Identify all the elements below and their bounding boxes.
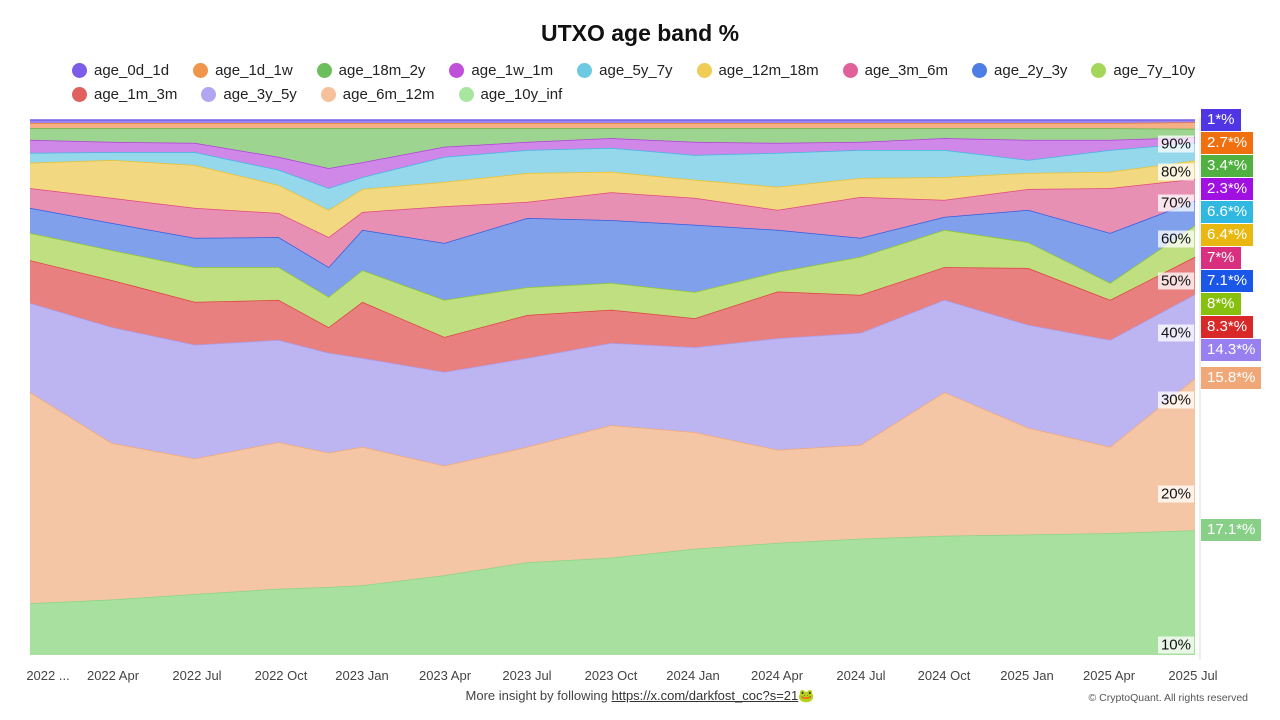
legend: age_0d_1d age_1d_1w age_18m_2y age_1w_1m age… [72,60,1232,104]
y-tick-label: 90% [1157,135,1194,153]
badge-age_6m_12m: 15.8*% [1201,367,1262,390]
legend-item-age_3m_6m[interactable]: age_3m_6m [842,60,949,80]
legend-dot-icon [201,86,217,102]
area-age_3y_5y [30,294,1195,466]
legend-dot-icon [449,62,465,78]
legend-dot-icon [696,62,712,78]
legend-label: age_3m_6m [864,61,949,79]
line-age_18m_2y [30,127,1196,130]
x-tick-label: 2024 Jan [666,668,720,683]
x-tick-label: 2024 Jul [836,668,886,683]
legend-label: age_3y_5y [223,85,297,103]
footer-link[interactable]: https://x.com/darkfost_coc?s=21 [611,688,799,703]
area-age_7y_10y [30,225,1195,337]
badge-age_3m_6m: 7*% [1201,247,1241,269]
y-tick-label: 20% [1157,485,1194,503]
y-tick-label: 50% [1157,272,1194,290]
x-tick-label: 2023 Oct [584,668,638,683]
legend-item-age_18m_2y[interactable]: age_18m_2y [316,60,426,80]
footer: More insight by following https://x.com/… [0,688,1280,704]
area-age_12m_18m [30,160,1195,238]
x-tick-label: 2022 ... [26,668,70,683]
legend-label: age_0d_1d [94,61,170,79]
area-age_10y_inf [30,530,1195,655]
legend-dot-icon [320,86,336,102]
legend-item-age_6m_12m[interactable]: age_6m_12m [320,84,435,104]
legend-item-age_10y_inf[interactable]: age_10y_inf [458,84,563,104]
legend-label: age_1w_1m [471,61,554,79]
legend-dot-icon [577,62,593,78]
area-age_6m_12m [30,378,1195,604]
legend-dot-icon [1091,62,1107,78]
badge-age_5y_7y: 6.6*% [1201,201,1254,223]
x-tick-label: 2023 Jul [502,668,552,683]
badge-age_3y_5y: 14.3*% [1201,339,1262,361]
badge-age_10y_inf: 17.1*% [1201,519,1262,542]
legend-label: age_6m_12m [342,85,435,103]
badge-age_2y_3y: 7.1*% [1201,270,1254,292]
legend-item-age_3y_5y[interactable]: age_3y_5y [201,84,297,104]
x-tick-label: 2022 Oct [254,668,308,683]
y-tick-label: 30% [1157,391,1194,409]
x-tick-label: 2022 Apr [86,668,140,683]
badge-age_1m_3m: 8.3*% [1201,316,1254,338]
legend-dot-icon [842,62,858,78]
area-age_5y_7y [30,142,1195,210]
chart-title: UTXO age band % [540,20,740,46]
x-tick-label: 2023 Jan [335,668,389,683]
badge-age_1w_1m: 2.3*% [1201,178,1254,200]
legend-item-age_1d_1w[interactable]: age_1d_1w [193,60,293,80]
x-tick-label: 2023 Apr [418,668,472,683]
legend-item-age_12m_18m[interactable]: age_12m_18m [696,60,819,80]
y-tick-label: 40% [1157,324,1194,342]
y-tick-label: 70% [1157,194,1194,212]
badge-age_18m_2y: 3.4*% [1201,155,1254,177]
legend-label: age_5y_7y [599,61,673,79]
x-tick-label: 2025 Jul [1168,668,1218,683]
legend-item-age_1w_1m[interactable]: age_1w_1m [449,60,553,80]
x-tick-label: 2024 Apr [750,668,804,683]
area-age_1w_1m [30,137,1195,189]
legend-label: age_1m_3m [94,85,178,103]
legend-dot-icon [72,86,87,102]
legend-label: age_2y_3y [994,61,1068,79]
y-tick-label: 60% [1157,230,1194,248]
x-tick-label: 2024 Oct [917,668,971,683]
area-age_1m_3m [30,256,1195,372]
x-tick-label: 2022 Jul [172,668,222,683]
frog-emoji-icon: 🐸 [798,688,815,703]
copyright: © CryptoQuant. All rights reserved [1088,692,1248,704]
legend-item-age_2y_3y[interactable]: age_2y_3y [972,60,1067,80]
legend-dot-icon [316,62,332,78]
area-age_1d_1w [30,122,1195,129]
y-tick-label: 10% [1157,636,1194,654]
badge-age_12m_18m: 6.4*% [1201,224,1254,246]
legend-dot-icon [458,86,474,102]
legend-item-age_1m_3m[interactable]: age_1m_3m [72,84,177,104]
legend-label: age_10y_inf [480,85,563,103]
y-tick-label: 80% [1157,163,1194,181]
area-age_2y_3y [30,200,1195,300]
x-tick-label: 2025 Jan [1000,668,1054,683]
legend-item-age_5y_7y[interactable]: age_5y_7y [577,60,673,80]
legend-label: age_1d_1w [215,61,293,79]
legend-item-age_0d_1d[interactable]: age_0d_1d [72,60,169,80]
legend-dot-icon [972,62,988,78]
area-age_3m_6m [30,178,1195,268]
badge-age_7y_10y: 8*% [1201,293,1241,315]
legend-label: age_7y_10y [1113,61,1196,79]
x-tick-label: 2025 Apr [1082,668,1136,683]
badge-age_1d_1w: 2.7*% [1201,132,1254,154]
legend-label: age_18m_2y [338,61,426,79]
badge-age_0d_1d: 1*% [1201,109,1241,131]
legend-label: age_12m_18m [718,61,819,79]
legend-item-age_7y_10y[interactable]: age_7y_10y [1091,60,1195,80]
footer-text: More insight by following [465,688,612,703]
legend-dot-icon [193,62,209,78]
area-age_18m_2y [30,128,1195,169]
legend-dot-icon [72,62,87,78]
